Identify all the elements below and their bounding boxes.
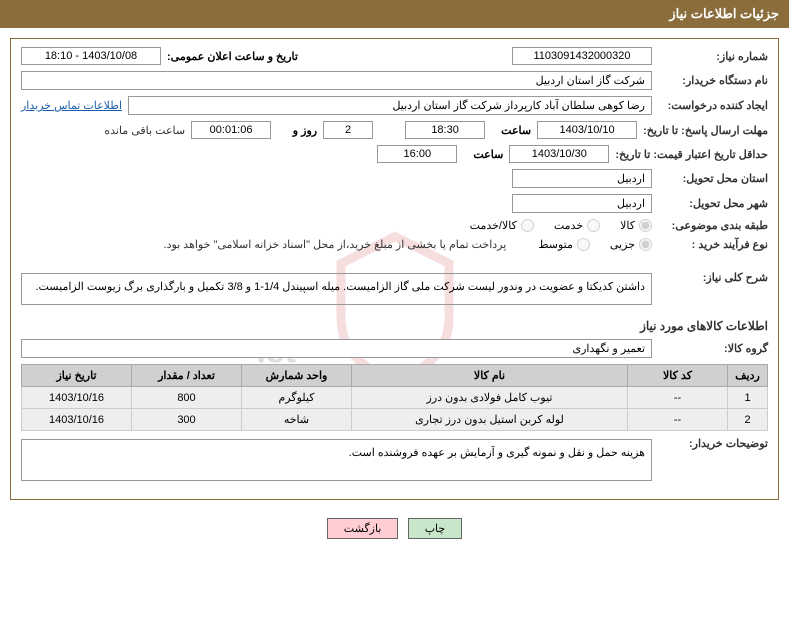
label-remaining: ساعت باقی مانده — [104, 124, 185, 137]
purchase-type-option[interactable]: جزیی — [610, 238, 652, 251]
field-price-date: 1403/10/30 — [509, 145, 609, 163]
label-requester: ایجاد کننده درخواست: — [658, 99, 768, 112]
table-col-header: کد کالا — [628, 365, 728, 387]
table-cell: شاخه — [242, 409, 352, 431]
purchase-type-label: جزیی — [610, 238, 635, 251]
purchase-type-radio[interactable] — [577, 238, 590, 251]
field-remain-days: 2 — [323, 121, 373, 139]
table-cell: 1403/10/16 — [22, 387, 132, 409]
table-cell: تیوب کامل فولادی بدون درز — [352, 387, 628, 409]
print-button[interactable]: چاپ — [408, 518, 463, 539]
label-buyer-notes: توضیحات خریدار: — [658, 437, 768, 450]
field-city: اردبیل — [512, 194, 652, 213]
field-remain-time: 00:01:06 — [191, 121, 271, 139]
label-resp-deadline: مهلت ارسال پاسخ: تا تاریخ: — [643, 124, 768, 137]
label-days-and: روز و — [277, 124, 317, 137]
purchase-type-option[interactable]: متوسط — [538, 238, 590, 251]
subject-cat-label: کالا/خدمت — [470, 219, 517, 232]
purchase-type-radio[interactable] — [639, 238, 652, 251]
table-cell: 1403/10/16 — [22, 409, 132, 431]
table-row: 1--تیوب کامل فولادی بدون درزکیلوگرم80014… — [22, 387, 768, 409]
field-general-desc: داشتن کدیکتا و عضویت در وندور لیست شرکت … — [21, 273, 652, 305]
table-col-header: تاریخ نیاز — [22, 365, 132, 387]
subject-cat-label: خدمت — [554, 219, 583, 232]
label-general-desc: شرح کلی نیاز: — [658, 271, 768, 284]
table-cell: -- — [628, 409, 728, 431]
label-delivery-province: استان محل تحویل: — [658, 172, 768, 185]
footer-buttons: چاپ بازگشت — [0, 510, 789, 547]
items-info-title: اطلاعات کالاهای مورد نیاز — [21, 319, 768, 333]
details-panel: شماره نیاز: 1103091432000320 تاریخ و ساع… — [10, 38, 779, 500]
buyer-contact-link[interactable]: اطلاعات تماس خریدار — [21, 99, 122, 112]
field-need-no: 1103091432000320 — [512, 47, 652, 65]
table-cell: 300 — [132, 409, 242, 431]
payment-note: پرداخت تمام یا بخشی از مبلغ خرید،از محل … — [164, 238, 507, 251]
field-resp-time: 18:30 — [405, 121, 485, 139]
field-buyer-org: شرکت گاز استان اردبیل — [21, 71, 652, 90]
subject-cat-option[interactable]: خدمت — [554, 219, 600, 232]
subject-cat-radio[interactable] — [587, 219, 600, 232]
label-subject-cat: طبقه بندی موضوعی: — [658, 219, 768, 232]
label-hour-2: ساعت — [463, 148, 503, 161]
subject-cat-option[interactable]: کالا/خدمت — [470, 219, 534, 232]
subject-cat-label: کالا — [620, 219, 635, 232]
table-col-header: ردیف — [728, 365, 768, 387]
items-table: ردیفکد کالانام کالاواحد شمارشتعداد / مقد… — [21, 364, 768, 431]
label-item-group: گروه کالا: — [658, 342, 768, 355]
field-buyer-notes: هزینه حمل و نقل و نمونه گیری و آزمایش بر… — [21, 439, 652, 481]
field-requester: رضا کوهی سلطان آباد کارپرداز شرکت گاز اس… — [128, 96, 652, 115]
field-item-group: تعمیر و نگهداری — [21, 339, 652, 358]
label-price-validity: حداقل تاریخ اعتبار قیمت: تا تاریخ: — [615, 148, 768, 161]
field-province: اردبیل — [512, 169, 652, 188]
label-purchase-type: نوع فرآیند خرید : — [658, 238, 768, 251]
table-cell: -- — [628, 387, 728, 409]
subject-cat-option[interactable]: کالا — [620, 219, 652, 232]
subject-cat-radio[interactable] — [521, 219, 534, 232]
purchase-type-radios: جزیی متوسط — [538, 238, 652, 251]
subject-cat-radio[interactable] — [639, 219, 652, 232]
label-buyer-org: نام دستگاه خریدار: — [658, 74, 768, 87]
table-cell: 1 — [728, 387, 768, 409]
field-announce-dt: 1403/10/08 - 18:10 — [21, 47, 161, 65]
table-cell: 800 — [132, 387, 242, 409]
table-cell: 2 — [728, 409, 768, 431]
label-delivery-city: شهر محل تحویل: — [658, 197, 768, 210]
subject-cat-radios: کالا خدمت کالا/خدمت — [470, 219, 652, 232]
table-cell: کیلوگرم — [242, 387, 352, 409]
panel-title: جزئیات اطلاعات نیاز — [669, 6, 779, 21]
field-resp-date: 1403/10/10 — [537, 121, 637, 139]
table-col-header: تعداد / مقدار — [132, 365, 242, 387]
table-cell: لوله کربن استیل بدون درز تجاری — [352, 409, 628, 431]
back-button[interactable]: بازگشت — [327, 518, 399, 539]
purchase-type-label: متوسط — [538, 238, 573, 251]
table-header-row: ردیفکد کالانام کالاواحد شمارشتعداد / مقد… — [22, 365, 768, 387]
panel-header: جزئیات اطلاعات نیاز — [0, 0, 789, 28]
label-announce-dt: تاریخ و ساعت اعلان عمومی: — [167, 50, 298, 63]
table-row: 2--لوله کربن استیل بدون درز تجاریشاخه300… — [22, 409, 768, 431]
table-col-header: نام کالا — [352, 365, 628, 387]
table-col-header: واحد شمارش — [242, 365, 352, 387]
field-price-time: 16:00 — [377, 145, 457, 163]
label-need-no: شماره نیاز: — [658, 50, 768, 63]
label-hour-1: ساعت — [491, 124, 531, 137]
